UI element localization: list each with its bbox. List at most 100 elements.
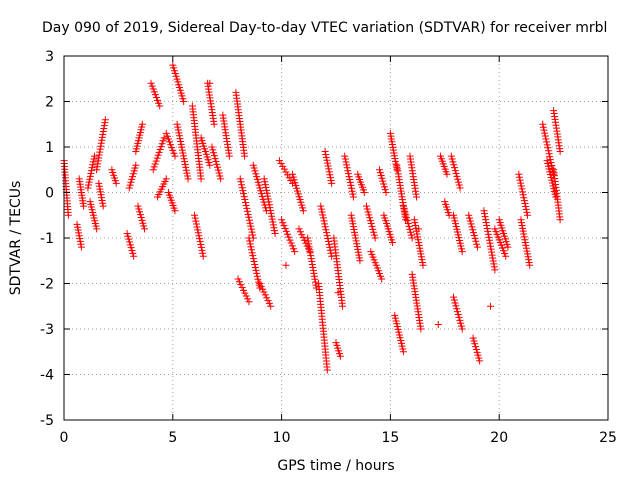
- data-point: [317, 202, 325, 210]
- data-point: [328, 179, 336, 187]
- data-point: [267, 209, 275, 217]
- data-point: [452, 169, 460, 177]
- data-point: [284, 230, 292, 238]
- data-point: [350, 228, 358, 236]
- data-point: [100, 122, 108, 130]
- x-tick-label: 5: [168, 430, 177, 446]
- data-point: [251, 263, 259, 271]
- data-point: [126, 241, 134, 249]
- data-point: [376, 169, 384, 177]
- data-point: [279, 219, 287, 227]
- data-point: [210, 149, 218, 157]
- data-point: [520, 194, 528, 202]
- data-point: [100, 125, 108, 133]
- data-point: [411, 219, 419, 227]
- data-point: [482, 219, 490, 227]
- data-point: [210, 120, 218, 128]
- data-point: [150, 163, 158, 171]
- data-point: [342, 158, 350, 166]
- data-point: [419, 261, 427, 269]
- data-point: [174, 123, 182, 131]
- data-point: [414, 233, 422, 241]
- data-point: [306, 249, 314, 257]
- data-point: [235, 278, 243, 286]
- y-tick-label: -5: [40, 413, 54, 429]
- data-point: [341, 152, 349, 160]
- data-point: [93, 163, 101, 171]
- data-point: [192, 220, 200, 228]
- data-point: [325, 165, 333, 173]
- data-point: [523, 211, 531, 219]
- data-point: [417, 253, 425, 261]
- data-point: [548, 161, 556, 169]
- data-point: [289, 245, 297, 253]
- data-point: [343, 161, 351, 169]
- data-point: [87, 167, 95, 175]
- data-point: [382, 189, 390, 196]
- data-point: [362, 202, 370, 210]
- data-point: [75, 229, 83, 237]
- data-point: [484, 227, 492, 235]
- data-point: [370, 228, 378, 236]
- data-point: [250, 164, 258, 172]
- data-point: [129, 170, 137, 178]
- data-point: [356, 257, 364, 265]
- data-point: [155, 148, 163, 156]
- data-point: [250, 258, 258, 266]
- data-point: [516, 176, 524, 184]
- data-point: [525, 258, 533, 266]
- data-point: [305, 243, 313, 251]
- data-point: [98, 196, 106, 204]
- x-tick-label: 25: [599, 430, 617, 446]
- data-point: [268, 212, 276, 220]
- data-point: [262, 183, 270, 191]
- data-point: [350, 225, 358, 233]
- data-point: [99, 130, 107, 138]
- data-point: [246, 219, 254, 227]
- data-point: [77, 243, 85, 251]
- data-point: [453, 172, 461, 180]
- data-point: [349, 193, 357, 201]
- data-point: [206, 161, 214, 169]
- data-point: [197, 243, 205, 251]
- data-point: [343, 164, 351, 172]
- data-point: [515, 173, 523, 181]
- data-point: [243, 204, 251, 212]
- data-point: [210, 152, 218, 160]
- data-point: [489, 254, 497, 262]
- data-point: [255, 278, 263, 286]
- data-point: [486, 239, 494, 247]
- data-point: [456, 316, 464, 324]
- data-point: [408, 234, 416, 242]
- data-point: [485, 233, 493, 241]
- data-point: [354, 248, 362, 256]
- data-point: [240, 190, 248, 198]
- data-point: [321, 220, 329, 228]
- data-point: [241, 152, 249, 160]
- data-point: [473, 240, 481, 248]
- data-point: [89, 161, 97, 169]
- data-point: [266, 206, 274, 214]
- data-point: [177, 140, 185, 148]
- data-point: [491, 266, 499, 274]
- data-point: [86, 172, 94, 180]
- data-point: [178, 146, 186, 154]
- data-point: [264, 195, 272, 203]
- data-point: [263, 294, 271, 302]
- x-tick-label: 20: [490, 430, 508, 446]
- data-point: [128, 175, 136, 183]
- data-point: [453, 308, 461, 316]
- data-point: [241, 289, 249, 297]
- data-point: [519, 227, 527, 235]
- data-point: [348, 217, 356, 225]
- data-point: [90, 155, 98, 163]
- data-point: [64, 211, 72, 219]
- data-point: [90, 152, 98, 160]
- data-point: [280, 165, 288, 173]
- data-point: [447, 152, 455, 160]
- y-axis-title: SDTVAR / TECUs: [8, 181, 24, 296]
- data-point: [418, 256, 426, 264]
- data-point: [249, 252, 257, 260]
- data-point: [545, 150, 553, 158]
- data-point: [97, 139, 105, 147]
